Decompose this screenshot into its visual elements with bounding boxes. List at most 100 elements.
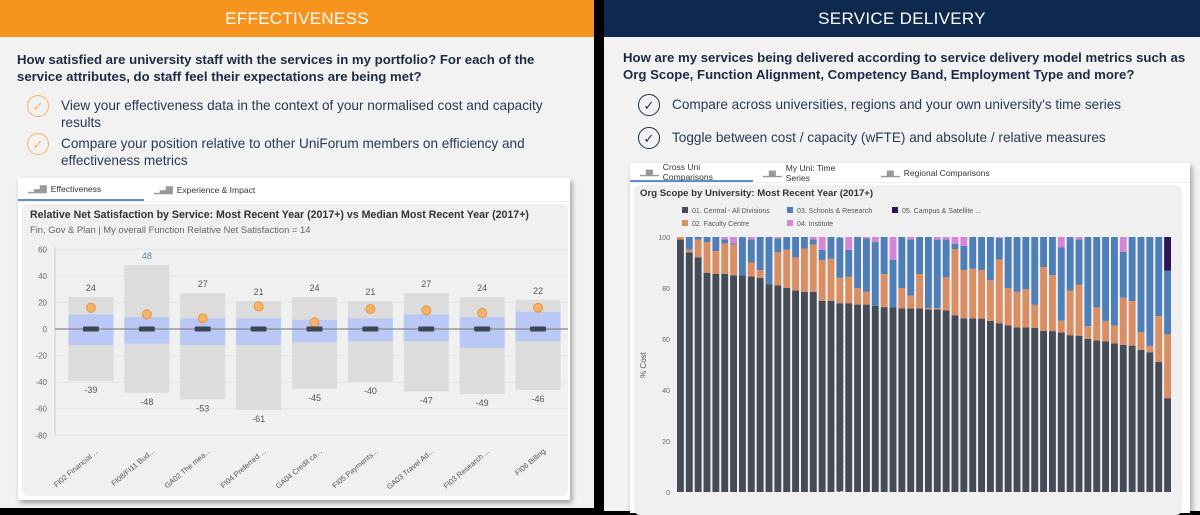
min-label: -47 (420, 395, 433, 405)
bar-segment (960, 245, 968, 270)
y-tick-label: -80 (35, 431, 47, 440)
bar-segment (783, 288, 791, 492)
bar-segment (827, 300, 835, 492)
bar-segment (1013, 237, 1021, 292)
iqr-bar (236, 318, 282, 345)
y-tick-label: -20 (35, 352, 47, 361)
tab-bar: ▁▃▆ Effectiveness ▁▃▆ Experience & Impact (18, 178, 570, 202)
tab-regional-comparisons[interactable]: ▁▅▁ Regional Comparisons (871, 163, 1000, 182)
bar-segment (898, 308, 906, 492)
chart-icon: ▁▃▆ (28, 183, 47, 193)
x-tick-label: FI06 Billing (513, 447, 547, 478)
bar-segment (836, 303, 844, 492)
check-circle-icon: ✓ (638, 94, 660, 116)
bar-segment (1111, 343, 1118, 492)
max-label: 21 (365, 287, 375, 297)
bar-segment (863, 237, 870, 239)
bar-segment (925, 309, 932, 492)
bar-segment (951, 243, 959, 249)
bar-segment (960, 237, 968, 246)
bar-segment (703, 237, 711, 243)
bar-segment (703, 272, 711, 492)
bar-segment (721, 243, 729, 274)
bar-segment (1119, 237, 1127, 252)
chart-icon: ▁▅▁ (640, 166, 659, 176)
my-value-dot (253, 301, 264, 312)
bar-segment (827, 237, 835, 259)
bar-segment (880, 273, 888, 308)
bar-segment (1102, 320, 1109, 342)
legend-label: 02. Faculty Centre (692, 221, 749, 228)
bar-segment (1102, 341, 1109, 492)
bar-segment (1128, 345, 1136, 492)
bar-segment (1155, 361, 1163, 492)
max-label: 24 (86, 283, 96, 293)
bar-segment (756, 270, 764, 278)
median-marker (530, 326, 547, 332)
bar-segment (730, 275, 737, 492)
median-marker (194, 326, 211, 332)
min-label: -39 (84, 385, 97, 395)
min-label: -61 (252, 414, 265, 424)
bar-segment (978, 270, 985, 319)
bar-segment (818, 249, 826, 260)
bar-segment (1057, 320, 1065, 333)
bar-segment (792, 257, 799, 291)
service-delivery-header: SERVICE DELIVERY (604, 0, 1200, 37)
bar-segment (756, 277, 764, 492)
effectiveness-panel: EFFECTIVENESS How satisfied are universi… (0, 0, 594, 508)
bar-segment (863, 238, 870, 292)
max-label: 48 (142, 251, 152, 261)
bar-segment (712, 237, 720, 252)
bar-segment (1066, 335, 1074, 492)
tab-my-uni-time-series[interactable]: ▁▅▁ My Uni: Time Series (753, 163, 871, 183)
y-tick-label: 80 (662, 286, 670, 293)
bullet-text: Compare your position relative to other … (61, 136, 525, 168)
bar-segment (765, 237, 773, 285)
min-label: -53 (196, 403, 209, 413)
max-label: 27 (198, 279, 208, 289)
bar-segment (889, 307, 897, 492)
tab-cross-uni-comparisons[interactable]: ▁▅▁ Cross Uni Comparisons (630, 162, 753, 182)
bar-segment (1031, 237, 1039, 305)
y-tick-label: 20 (38, 298, 47, 307)
bar-segment (969, 237, 977, 269)
my-value-dot (309, 317, 320, 328)
bar-segment (1031, 327, 1039, 492)
bar-segment (907, 308, 915, 492)
bar-segment (1075, 239, 1083, 285)
bar-segment (1102, 237, 1109, 321)
bar-segment (1111, 325, 1118, 344)
bar-segment (933, 308, 941, 310)
median-marker (82, 326, 99, 332)
highlight-outline (834, 236, 845, 493)
bar-segment (721, 273, 729, 492)
bar-segment (1155, 316, 1163, 362)
bar-segment (809, 291, 817, 492)
bar-segment (765, 284, 773, 492)
bar-segment (1137, 237, 1145, 333)
min-label: -48 (140, 397, 153, 407)
bar-segment (747, 237, 755, 240)
bar-segment (712, 251, 720, 274)
range-bar (292, 297, 337, 389)
tab-effectiveness[interactable]: ▁▃▆ Effectiveness (18, 178, 144, 201)
bar-segment (1057, 247, 1065, 321)
bar-segment (801, 237, 808, 249)
bar-segment (845, 249, 853, 277)
bar-segment (1075, 335, 1083, 492)
tab-experience-impact[interactable]: ▁▃▆ Experience & Impact (144, 178, 265, 201)
bar-segment (1146, 237, 1154, 346)
bullet-text: Compare across universities, regions and… (672, 97, 1122, 112)
bar-segment (1022, 327, 1030, 492)
bar-segment (783, 237, 791, 250)
bar-segment (677, 237, 684, 240)
bar-segment (685, 249, 693, 253)
legend-label: 05. Campus & Satellite ... (902, 208, 981, 215)
bar-segment (792, 237, 799, 258)
bar-segment (1128, 237, 1136, 302)
bar-segment (1093, 307, 1101, 341)
bar-segment (694, 237, 702, 240)
legend-swatch (682, 207, 688, 213)
bullet-item: ✓ Toggle between cost / capacity (wFTE) … (638, 127, 1106, 149)
